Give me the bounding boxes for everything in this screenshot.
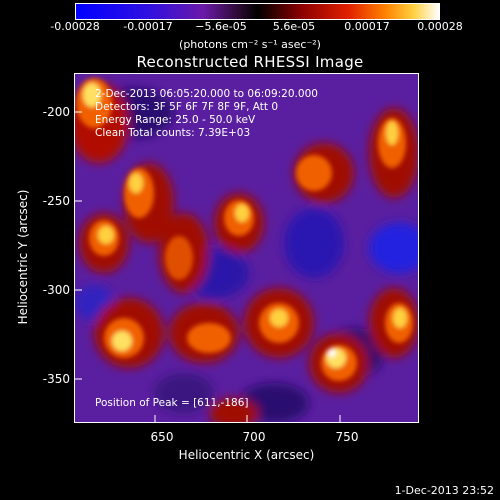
colorbar-tick: 0.00017: [344, 20, 390, 33]
colorbar-tick: 0.00028: [417, 20, 463, 33]
plot-timestamp: 1-Dec-2013 23:52: [394, 484, 494, 497]
x-axis-label: Heliocentric X (arcsec): [178, 448, 315, 462]
x-tick-label: 700: [242, 430, 266, 444]
y-tick-label: -300: [42, 283, 70, 297]
time-range-annotation: 2-Dec-2013 06:05:20.000 to 06:09:20.000: [95, 88, 318, 100]
colorbar-tick: -0.00028: [50, 20, 100, 33]
colorbar-tick: -0.00017: [123, 20, 173, 33]
y-tick-label: -200: [42, 105, 70, 119]
algorithm-annotation: Clean Total counts: 7.39E+03: [95, 127, 251, 139]
y-axis-label: Heliocentric Y (arcsec): [16, 189, 30, 325]
colorbar-units: (photons cm⁻² s⁻¹ asec⁻²): [179, 38, 321, 51]
x-tick-label: 650: [150, 430, 174, 444]
colorbar: [75, 3, 440, 20]
energy-range-annotation: Energy Range: 25.0 - 50.0 keV: [95, 114, 256, 126]
detectors-annotation: Detectors: 3F 5F 6F 7F 8F 9F, Att 0: [95, 101, 279, 113]
heatmap-image: [74, 73, 419, 423]
y-tick-label: -350: [42, 372, 70, 386]
colorbar-tick: 5.6e-05: [272, 20, 316, 33]
colorbar-tick: −5.6e-05: [195, 20, 247, 33]
peak-annotation: Position of Peak = [611,-186]: [95, 397, 249, 409]
y-tick-label: -250: [42, 194, 70, 208]
chart-title: Reconstructed RHESSI Image: [136, 53, 364, 71]
x-tick-label: 750: [335, 430, 359, 444]
